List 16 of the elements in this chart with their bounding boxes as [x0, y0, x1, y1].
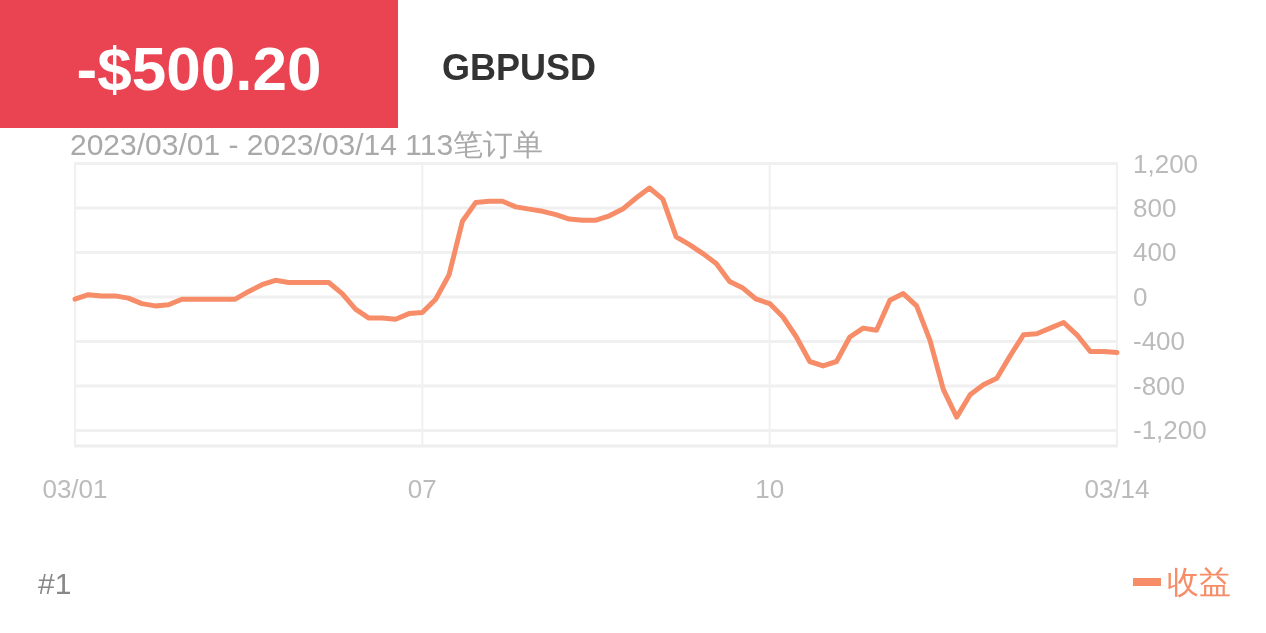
y-tick-label: -1,200 [1133, 415, 1207, 446]
chart-subtitle: GBPUSD [442, 47, 597, 88]
y-tick-label: -800 [1133, 370, 1186, 401]
y-tick-label: -400 [1133, 326, 1186, 357]
text: 2023/03/01 - 2023/03/14 113笔订单 [70, 128, 544, 161]
y-tick-label: 400 [1133, 237, 1177, 268]
text: #1 [38, 567, 72, 600]
x-tick-label: 03/14 [1084, 474, 1150, 504]
y-tick-label: 1,200 [1133, 148, 1199, 179]
y-tick-label: 800 [1133, 192, 1177, 223]
legend-label: 收益 [1167, 564, 1231, 600]
x-tick-label: 07 [407, 474, 437, 504]
x-tick-label: 10 [755, 474, 785, 504]
x-tick-label: 03/01 [42, 474, 108, 504]
chart-title: -$500.20 [76, 34, 322, 103]
y-tick-label: 0 [1133, 281, 1148, 312]
